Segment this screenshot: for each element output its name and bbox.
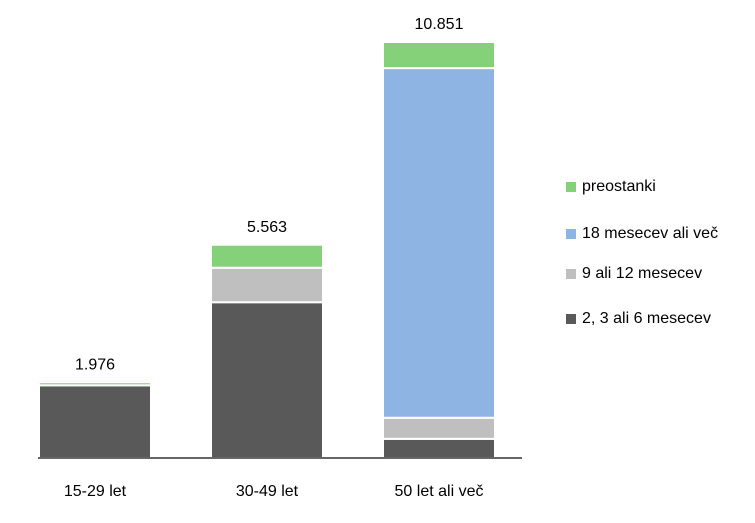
bar-segment [38,381,152,387]
legend-swatch [566,229,576,239]
x-tick-label: 15-29 let [64,483,127,500]
bar-segment [210,266,324,304]
bar-segment [382,437,496,460]
legend-swatch [566,314,576,324]
bar-segment [382,67,496,419]
legend-swatch [566,269,576,279]
legend-label: 2, 3 ali 6 mesecev [582,310,711,327]
legend-label: preostanki [582,178,656,195]
legend-swatch [566,182,576,192]
bar-segment [38,384,152,459]
bar-segment [382,41,496,70]
bar-segment [210,301,324,459]
legend-label: 9 ali 12 mesecev [582,265,702,282]
legend-label: 18 mesecev ali več [582,225,718,242]
bar-segment [210,243,324,269]
total-label: 5.563 [247,219,287,236]
total-label: 10.851 [415,16,464,33]
total-label: 1.976 [75,356,115,373]
x-tick-label: 30-49 let [236,483,299,500]
x-tick-label: 50 let ali več [395,483,484,500]
bar-segment [382,416,496,440]
